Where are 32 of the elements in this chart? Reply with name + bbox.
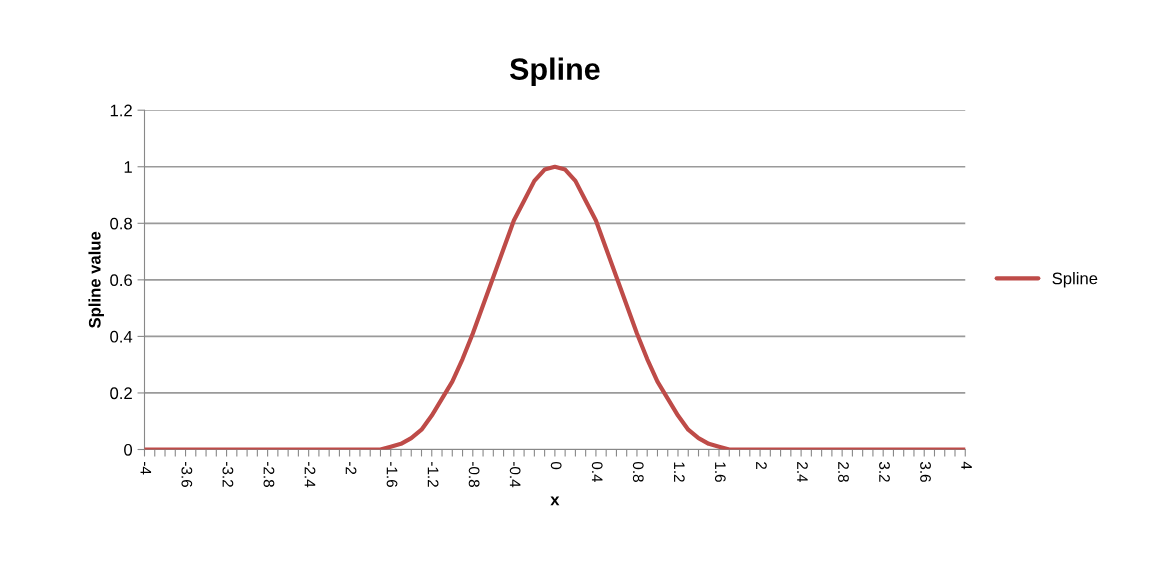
x-tick-label: 3.2 [879,461,890,482]
x-tick-label: 2.4 [797,462,808,483]
y-tick-label: 1 [124,161,132,173]
x-tick-label: -0.8 [468,461,480,487]
x-tick-label: -3.6 [181,461,193,487]
x-tick-label: -4 [140,461,152,475]
x-tick-label: 1.6 [714,462,726,482]
x-tick-label: -3.2 [222,461,234,487]
y-tick-label: 0.6 [110,274,132,287]
x-tick-label: -1.6 [386,461,398,487]
x-tick-label: 4 [961,461,972,470]
y-tick-label: 1.2 [110,104,132,117]
legend-label: Spline [1052,272,1098,288]
x-tick-label: -0.4 [509,461,521,488]
x-tick-label: -2.4 [304,461,316,488]
x-tick-label: 0.4 [591,461,603,483]
chart-title: Spline [509,57,600,86]
x-tick-label: 2 [756,462,767,470]
x-tick-label: 3.6 [920,461,931,482]
x-tick-label: -2.8 [263,461,275,487]
x-tick-label: -2 [345,461,357,475]
x-tick-label: 2.8 [838,462,849,482]
x-tick-label: 0 [550,461,562,470]
y-tick-label: 0.4 [110,330,133,343]
y-tick-label: 0.2 [110,387,132,400]
x-tick-label: 0.8 [632,461,644,482]
y-axis-title: Spline value [88,231,104,328]
y-tick-label: 0 [124,443,133,456]
x-tick-label: -1.2 [427,461,439,487]
x-tick-label: 1.2 [674,462,685,482]
y-tick-label: 0.8 [110,217,132,230]
x-axis-title: x [550,496,560,506]
